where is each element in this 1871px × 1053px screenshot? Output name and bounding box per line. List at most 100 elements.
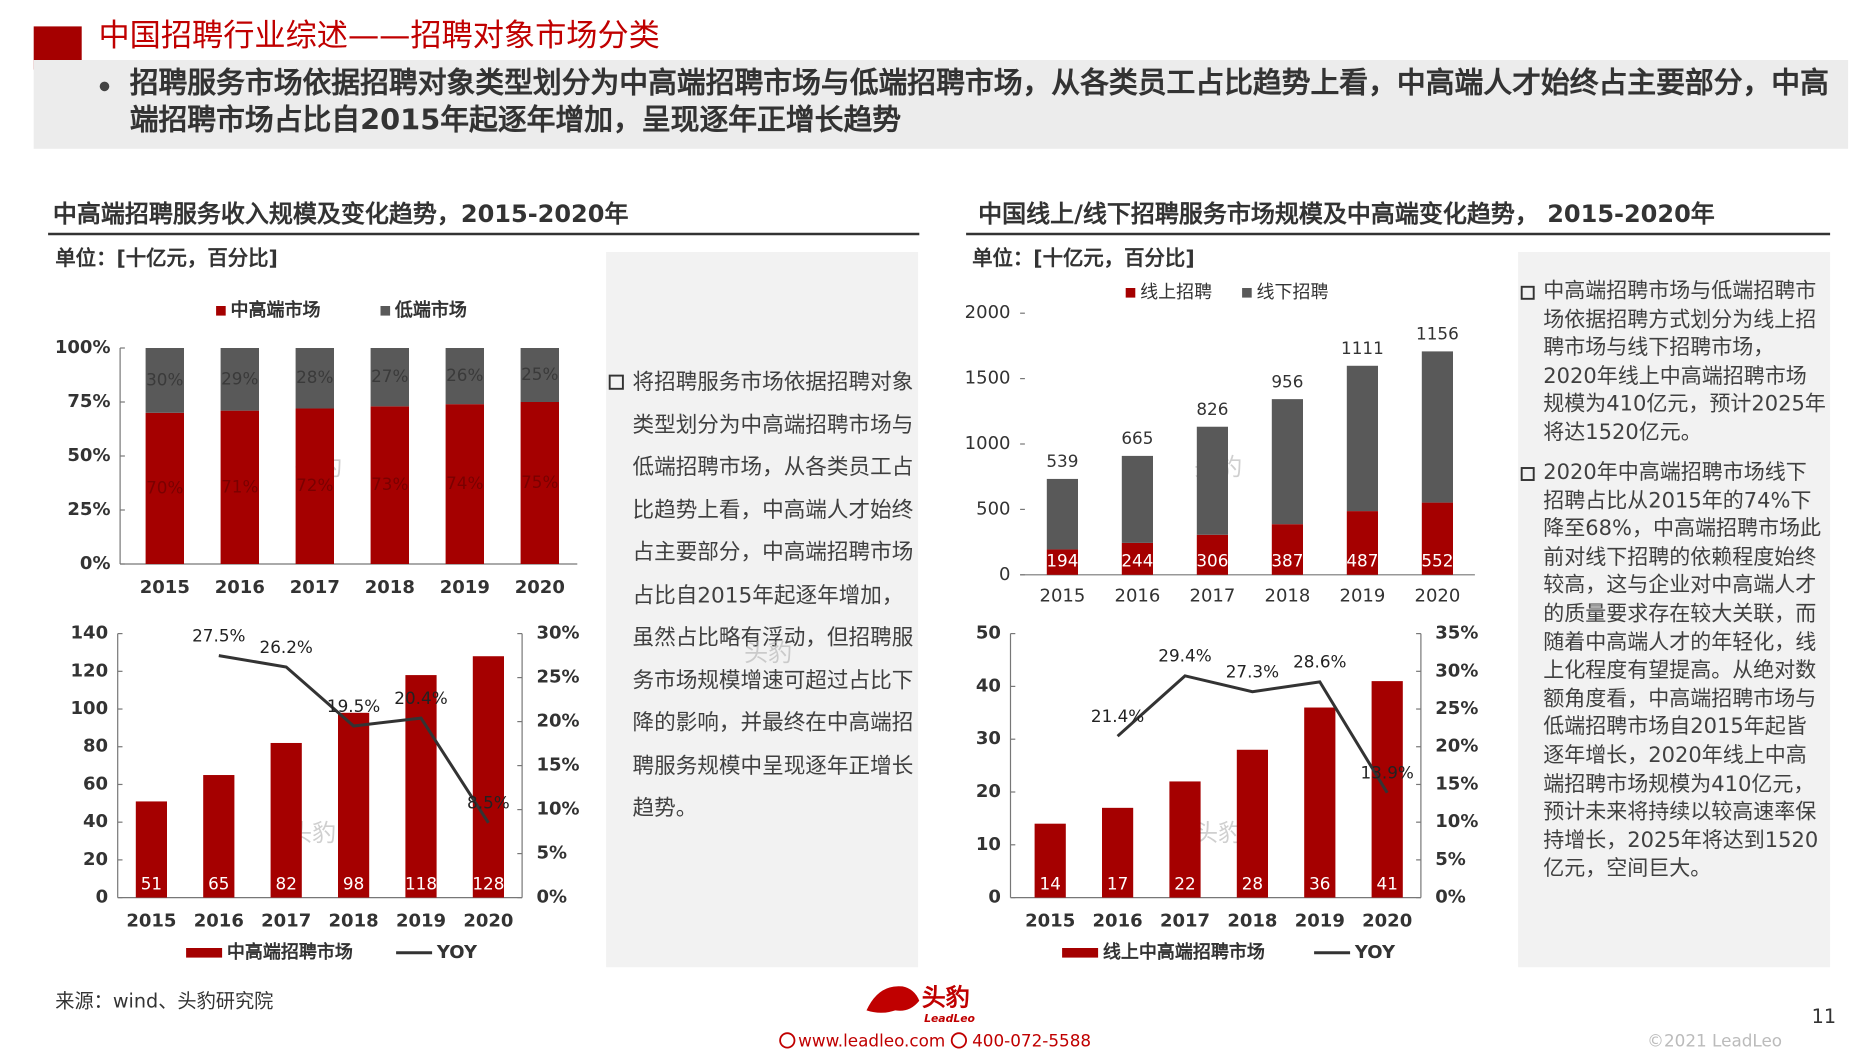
data-label: 387 — [1271, 551, 1303, 571]
legend-swatch — [186, 948, 223, 958]
tick-label: 20 — [976, 781, 1001, 802]
left-unit: 单位：[十亿元，百分比] — [55, 246, 278, 270]
bar — [1121, 542, 1153, 575]
x-tick-label: 2020 — [515, 577, 565, 598]
tick-label: 0% — [80, 553, 111, 574]
data-label: 17 — [1107, 873, 1128, 893]
yoy-line — [1116, 674, 1389, 794]
brand: 头豹 — [922, 983, 970, 1011]
x-tick-label: 2018 — [1227, 911, 1277, 932]
data-label: 22 — [1174, 873, 1195, 893]
bar — [370, 348, 409, 407]
tick-label: 20% — [537, 711, 580, 732]
bar — [1304, 707, 1336, 898]
data-label: 41 — [1377, 873, 1398, 893]
data-label: 27.3% — [1226, 661, 1279, 681]
data-label: 29% — [221, 368, 258, 388]
x-tick-label: 2017 — [261, 911, 311, 932]
x-tick-label: 2019 — [1339, 585, 1385, 606]
left-panel-title: 中高端招聘服务收入规模及变化趋势，2015-2020年 — [53, 200, 629, 228]
tick-label: 35% — [1435, 623, 1478, 644]
x-tick-label: 2018 — [329, 911, 379, 932]
tick-label: 15% — [537, 755, 580, 776]
right-panel-title: 中国线上/线下招聘服务市场规模及中高端变化趋势， 2015-2020年 — [978, 200, 1715, 228]
data-label: 70% — [146, 477, 183, 497]
left-note: 将招聘服务市场依据招聘对象类型划分为中高端招聘市场与低端招聘市场，从各类员工占比… — [632, 369, 914, 821]
data-label: 956 — [1271, 371, 1303, 391]
tick-label: 120 — [71, 660, 109, 681]
legend-swatch — [380, 306, 391, 316]
bar — [370, 406, 409, 564]
bar — [1271, 524, 1303, 575]
data-label: 539 — [1046, 451, 1078, 471]
data-label: 25% — [521, 364, 558, 384]
x-tick-label: 2015 — [1039, 585, 1085, 606]
x-tick-label: 2020 — [1414, 585, 1460, 606]
x-tick-label: 2015 — [140, 577, 190, 598]
note-checkbox — [1520, 467, 1535, 481]
data-label: 75% — [521, 472, 558, 492]
bar — [338, 712, 370, 898]
legend-label: 低端市场 — [394, 299, 467, 321]
right-note-wrap: 2020年中高端招聘市场线下招聘占比从2015年的74%下降至68%，中高端招聘… — [1543, 460, 1821, 882]
bar — [203, 775, 235, 898]
legend-swatch — [1242, 288, 1252, 298]
legend-label: 线上中高端招聘市场 — [1103, 941, 1265, 963]
x-tick-label: 2019 — [1295, 911, 1345, 932]
bar — [1421, 502, 1453, 575]
tick-label: 0 — [999, 564, 1010, 585]
summary-wrap: 招聘服务市场依据招聘对象类型划分为中高端招聘市场与低端招聘市场，从各类员工占比趋… — [129, 66, 1829, 137]
tick-label: 100 — [71, 698, 109, 719]
data-label: 71% — [221, 476, 258, 496]
right-note: 2020年中高端招聘市场线下招聘占比从2015年的74%下降至68%，中高端招聘… — [1543, 460, 1821, 882]
bar — [1196, 426, 1228, 535]
data-label: 1111 — [1341, 338, 1384, 358]
x-tick-label: 2016 — [215, 577, 265, 598]
tick-label: 40 — [83, 811, 108, 832]
tick-label: 10% — [537, 799, 580, 820]
bar — [1169, 781, 1201, 898]
bar — [270, 742, 302, 898]
x-tick-label: 2015 — [126, 911, 176, 932]
data-label: 26.2% — [260, 637, 313, 657]
bar — [1034, 823, 1066, 898]
bar — [445, 348, 484, 405]
data-label: 194 — [1046, 551, 1078, 571]
tick-label: 30 — [976, 728, 1001, 749]
bar — [135, 801, 168, 898]
watermark: 头豹 — [1194, 819, 1242, 847]
bar — [445, 404, 484, 564]
data-label: 487 — [1346, 551, 1378, 571]
logo-icon — [866, 986, 920, 1013]
data-label: 19.5% — [327, 696, 380, 716]
bar — [472, 656, 504, 898]
legend-label: 线下招聘 — [1257, 282, 1329, 303]
legend-label: YOY — [1354, 942, 1396, 963]
note-checkbox — [608, 374, 624, 390]
tick-label: 50% — [67, 445, 110, 466]
data-label: 552 — [1421, 551, 1453, 571]
tick-label: 10% — [1435, 811, 1478, 832]
data-label: 27% — [371, 366, 408, 386]
tick-label: 25% — [67, 499, 110, 520]
phone: 400-072-5588 — [972, 1031, 1091, 1051]
watermark: 头豹 — [744, 639, 792, 667]
tick-label: 100% — [55, 337, 111, 358]
copyright: ©2021 LeadLeo — [1647, 1031, 1782, 1051]
data-label: 8.5% — [467, 793, 510, 813]
summary-text: 招聘服务市场依据招聘对象类型划分为中高端招聘市场与低端招聘市场，从各类员工占比趋… — [129, 66, 1829, 137]
legend-label: 中高端招聘市场 — [227, 941, 353, 963]
tick-label: 1000 — [965, 433, 1011, 454]
page-number: 11 — [1812, 1005, 1836, 1028]
legend-swatch — [216, 306, 226, 316]
data-label: 74% — [446, 473, 483, 493]
tick-label: 80 — [83, 736, 108, 757]
x-tick-label: 2018 — [1264, 585, 1310, 606]
x-tick-label: 2017 — [1189, 585, 1235, 606]
web-icon — [779, 1032, 796, 1049]
data-label: 28% — [296, 367, 333, 387]
data-label: 244 — [1121, 551, 1153, 571]
data-label: 21.4% — [1091, 706, 1144, 726]
x-tick-label: 2017 — [290, 577, 340, 598]
data-label: 306 — [1196, 551, 1228, 571]
